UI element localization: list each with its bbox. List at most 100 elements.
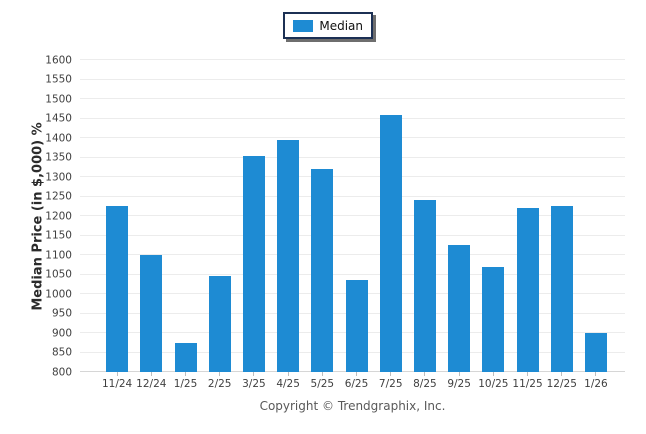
x-label-cell: 7/25 — [374, 372, 408, 390]
bars-row — [80, 60, 625, 372]
y-tick-label: 1200 — [45, 209, 72, 222]
bar-cell — [237, 60, 271, 372]
y-tick-label: 950 — [51, 307, 72, 320]
gridline — [80, 254, 625, 255]
x-tick-label: 9/25 — [447, 378, 471, 390]
x-tick-mark — [116, 372, 118, 376]
bar — [516, 208, 539, 372]
gridline — [80, 176, 625, 177]
y-tick-label: 1300 — [45, 170, 72, 183]
y-tick-label: 1450 — [45, 112, 72, 125]
gridline — [80, 273, 625, 275]
x-axis-labels: 11/24 12/24 1/25 2/25 3/25 4/25 5/25 6/25 7/25 8/… — [80, 372, 625, 390]
x-tick-label: 11/25 — [512, 378, 543, 390]
x-tick-label: 4/25 — [276, 378, 300, 390]
x-tick-mark — [492, 372, 494, 376]
x-tick-mark — [561, 372, 563, 376]
x-tick-label: 8/25 — [413, 378, 437, 390]
y-axis-ticks: 800 850 900 950 1000 1050 1100 1150 1200 1250 1300… — [0, 55, 76, 377]
y-tick-label: 800 — [51, 365, 72, 378]
x-tick-label: 3/25 — [242, 378, 266, 390]
bar — [106, 206, 129, 372]
x-label-cell: 12/25 — [545, 372, 579, 390]
y-tick-label: 1350 — [45, 151, 72, 164]
x-tick-label: 12/25 — [546, 378, 577, 390]
legend-swatch — [293, 19, 314, 32]
x-label-cell: 11/24 — [100, 372, 134, 390]
x-tick-mark — [424, 372, 426, 376]
y-tick-label: 900 — [51, 326, 72, 339]
x-tick-label: 1/25 — [173, 378, 198, 390]
x-tick-label: 11/24 — [101, 378, 133, 390]
bar-cell — [100, 60, 134, 372]
bar-cell — [168, 60, 202, 372]
x-tick-mark — [458, 372, 460, 376]
x-label-cell: 10/25 — [476, 372, 510, 390]
bar — [550, 206, 573, 372]
bar — [345, 280, 368, 372]
bar — [379, 114, 402, 372]
bar — [482, 266, 505, 372]
x-label-cell: 2/25 — [203, 372, 237, 390]
x-tick-mark — [185, 372, 186, 376]
bar — [413, 200, 436, 372]
bar — [584, 333, 607, 372]
x-label-cell: 12/24 — [134, 372, 168, 390]
y-tick-label: 1050 — [45, 268, 72, 281]
x-label-cell: 8/25 — [408, 372, 442, 390]
bar-cell — [408, 60, 442, 372]
x-tick-mark — [527, 372, 529, 376]
x-tick-label: 6/25 — [344, 378, 369, 390]
x-tick-label: 10/25 — [478, 378, 509, 390]
gridline — [80, 59, 625, 60]
x-tick-label: 2/25 — [207, 378, 232, 390]
bar-cell — [476, 60, 510, 372]
x-label-cell: 9/25 — [442, 372, 476, 390]
bar-cell — [374, 60, 408, 372]
x-label-cell: 5/25 — [305, 372, 339, 390]
bar-cell — [339, 60, 373, 372]
y-tick-label: 1150 — [45, 229, 72, 242]
x-tick-label: 1/26 — [584, 378, 608, 390]
bar — [208, 276, 231, 372]
y-tick-label: 850 — [51, 346, 72, 359]
y-tick-label: 1100 — [45, 248, 72, 261]
x-label-cell: 6/25 — [339, 372, 373, 390]
gridline — [80, 215, 625, 216]
x-tick-mark — [287, 372, 289, 376]
gridline — [80, 117, 625, 119]
y-tick-label: 1250 — [45, 190, 72, 203]
x-label-cell: 11/25 — [510, 372, 544, 390]
copyright-text: Copyright © Trendgraphix, Inc. — [259, 399, 446, 413]
bar-cell — [271, 60, 305, 372]
x-label-cell: 1/26 — [579, 372, 613, 390]
y-tick-label: 1400 — [45, 131, 72, 144]
x-tick-mark — [321, 372, 323, 376]
gridline — [80, 78, 625, 80]
y-tick-label: 1550 — [45, 73, 72, 86]
x-tick-label: 7/25 — [378, 378, 403, 390]
bar-cell — [203, 60, 237, 372]
bar-cell — [545, 60, 579, 372]
x-tick-mark — [253, 372, 255, 376]
x-label-cell: 4/25 — [271, 372, 305, 390]
bar — [174, 342, 197, 372]
y-tick-label: 1000 — [45, 287, 72, 300]
x-tick-label: 12/24 — [136, 378, 167, 390]
plot-area — [80, 59, 625, 372]
gridline — [80, 98, 625, 99]
x-tick-mark — [150, 372, 152, 376]
gridline — [80, 195, 625, 197]
x-tick-mark — [595, 372, 597, 376]
bar-cell — [579, 60, 613, 372]
x-tick-mark — [390, 372, 392, 376]
bar-cell — [305, 60, 339, 372]
gridline — [80, 156, 625, 158]
x-label-cell: 3/25 — [237, 372, 271, 390]
x-tick-label: 5/25 — [310, 378, 335, 390]
bar — [311, 169, 334, 372]
legend-label: Median — [319, 18, 363, 33]
bar — [448, 245, 471, 372]
y-tick-label: 1600 — [45, 53, 72, 66]
